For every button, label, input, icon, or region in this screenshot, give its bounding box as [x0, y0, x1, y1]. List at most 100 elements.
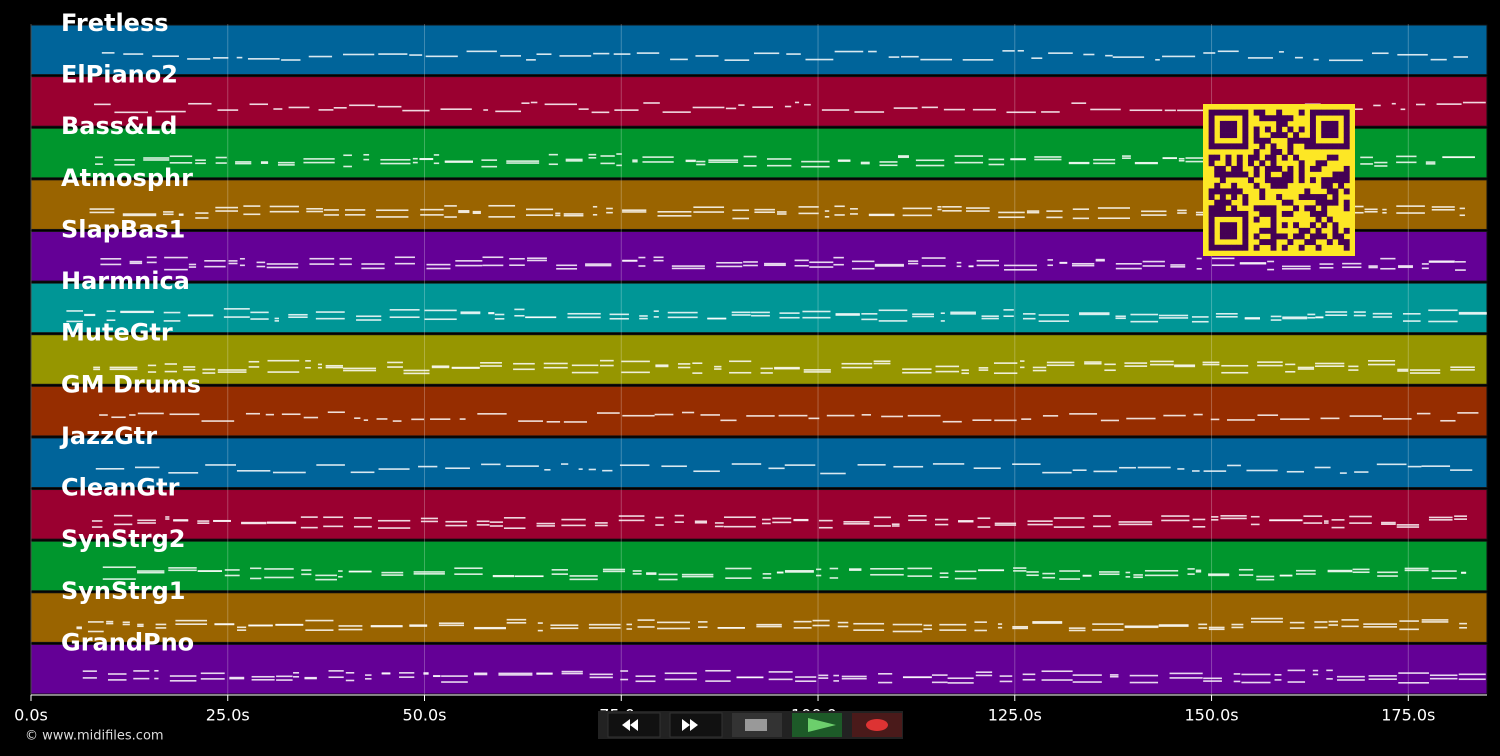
note — [837, 621, 849, 624]
note — [147, 364, 157, 367]
note — [1119, 466, 1136, 469]
qr-module — [1293, 205, 1300, 212]
note — [1141, 214, 1167, 216]
note — [993, 372, 1018, 375]
note — [438, 624, 465, 627]
note — [912, 313, 934, 315]
note — [1399, 620, 1419, 622]
note — [671, 265, 705, 267]
note — [779, 312, 800, 314]
note — [837, 159, 851, 162]
note — [999, 675, 1013, 677]
note — [1382, 208, 1387, 211]
qr-module — [1231, 165, 1238, 172]
note — [239, 257, 245, 260]
qr-module — [1270, 132, 1277, 139]
note — [215, 206, 239, 209]
note — [1325, 311, 1348, 313]
qr-module — [1231, 222, 1238, 229]
note — [412, 157, 418, 160]
note — [988, 163, 1005, 166]
note — [555, 214, 561, 217]
note — [921, 265, 946, 267]
tick-label: 0.0s — [14, 706, 48, 725]
note — [1431, 570, 1457, 572]
note — [993, 362, 1018, 364]
note — [488, 216, 516, 218]
note — [1071, 262, 1095, 265]
record-button[interactable] — [852, 713, 902, 737]
note — [561, 670, 583, 673]
qr-module — [1304, 137, 1311, 144]
note — [217, 109, 239, 111]
qr-module — [1287, 199, 1294, 206]
note — [868, 50, 877, 53]
note — [692, 362, 703, 365]
stop-button[interactable] — [732, 713, 782, 737]
note — [642, 161, 674, 163]
qr-module — [1343, 199, 1350, 206]
note — [361, 263, 385, 265]
note — [536, 522, 555, 525]
note — [835, 314, 860, 316]
qr-module — [1242, 210, 1249, 217]
qr-module — [1225, 132, 1232, 139]
qr-module — [1219, 194, 1226, 201]
note — [805, 58, 834, 61]
note — [1421, 621, 1449, 623]
note — [738, 104, 745, 106]
qr-module — [1242, 199, 1249, 206]
note — [1185, 157, 1209, 159]
note — [602, 568, 626, 571]
note — [1257, 361, 1283, 363]
note — [1381, 523, 1396, 525]
note — [256, 261, 266, 264]
note — [1352, 568, 1370, 571]
note — [567, 316, 601, 319]
note — [1125, 576, 1131, 578]
play-button[interactable] — [792, 713, 842, 737]
note — [175, 623, 208, 625]
rewind-button[interactable] — [607, 712, 661, 738]
note — [1270, 319, 1282, 321]
note — [91, 526, 103, 528]
note — [1125, 571, 1131, 574]
note — [795, 680, 817, 683]
note — [269, 205, 299, 208]
qr-module — [1343, 205, 1350, 212]
note — [1221, 371, 1249, 374]
note — [433, 162, 440, 165]
qr-module — [1225, 109, 1232, 116]
forward-button[interactable] — [669, 712, 723, 738]
note — [102, 566, 136, 569]
note — [729, 371, 752, 374]
qr-module — [1259, 160, 1266, 167]
note — [1285, 363, 1296, 366]
note — [1109, 674, 1119, 676]
note — [316, 464, 345, 466]
note — [1203, 52, 1216, 54]
note — [621, 371, 650, 374]
note — [137, 571, 165, 574]
note — [834, 205, 845, 208]
qr-module — [1281, 177, 1288, 184]
note — [851, 267, 875, 270]
note — [1177, 209, 1187, 212]
note — [1459, 207, 1465, 210]
qr-module — [1236, 160, 1243, 167]
qr-module — [1225, 143, 1232, 150]
note — [1368, 363, 1396, 366]
note — [753, 52, 780, 55]
note — [266, 521, 297, 524]
note — [1241, 681, 1271, 684]
qr-module — [1281, 115, 1288, 122]
qr-module — [1326, 132, 1333, 139]
note — [488, 204, 516, 207]
qr-module — [1343, 115, 1350, 122]
note — [338, 625, 363, 627]
note — [1026, 574, 1039, 577]
note — [602, 469, 613, 472]
note — [1097, 217, 1130, 220]
note — [681, 575, 714, 578]
note — [1122, 155, 1131, 157]
